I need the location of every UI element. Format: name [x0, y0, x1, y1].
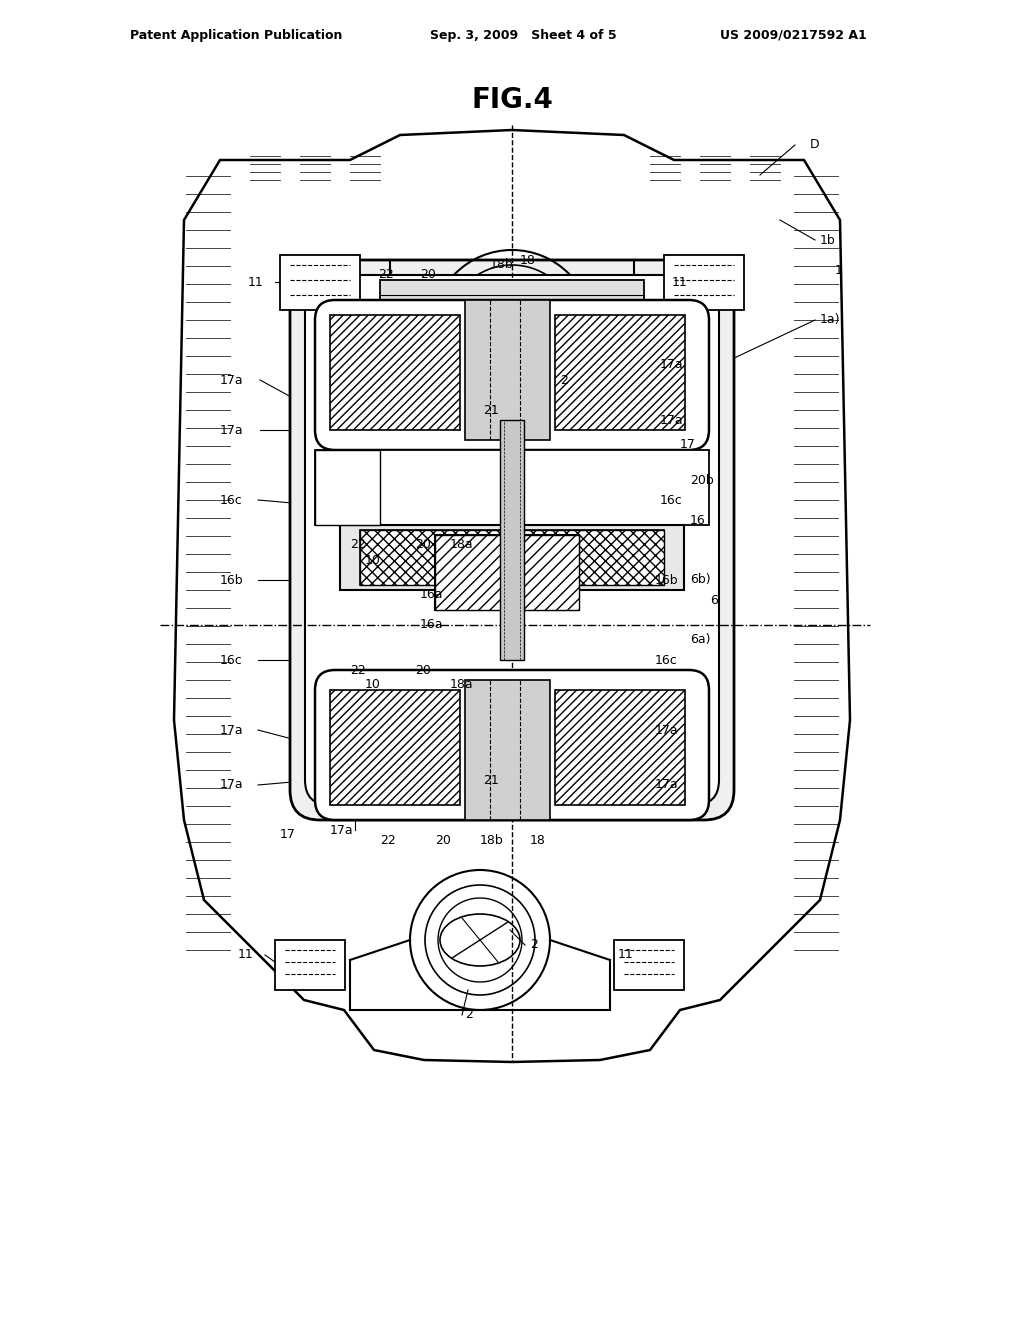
Text: 18: 18 — [530, 833, 546, 846]
Text: 21: 21 — [483, 774, 499, 787]
Text: 10: 10 — [365, 553, 381, 566]
FancyBboxPatch shape — [315, 300, 709, 450]
Bar — [280, 255, 360, 310]
Text: 16c: 16c — [220, 494, 243, 507]
Text: 17a: 17a — [220, 374, 244, 387]
Text: 1b: 1b — [820, 234, 836, 247]
Bar — [555, 690, 685, 805]
Text: 11: 11 — [248, 276, 264, 289]
Text: 17: 17 — [280, 829, 296, 842]
Text: 17a: 17a — [655, 723, 679, 737]
Bar — [435, 535, 579, 610]
Text: 16a: 16a — [420, 619, 443, 631]
Text: 18a: 18a — [450, 678, 474, 692]
Text: 17: 17 — [680, 438, 696, 451]
Text: 17a: 17a — [220, 723, 244, 737]
Text: US 2009/0217592 A1: US 2009/0217592 A1 — [720, 29, 866, 41]
Text: 22: 22 — [378, 268, 394, 281]
Bar — [435, 535, 579, 610]
Text: 16b: 16b — [220, 573, 244, 586]
Bar — [380, 280, 644, 310]
Text: 2: 2 — [530, 939, 538, 952]
Text: 1: 1 — [835, 264, 843, 276]
Text: 18: 18 — [520, 253, 536, 267]
Text: 21: 21 — [483, 404, 499, 417]
Bar — [330, 690, 460, 805]
Text: 20: 20 — [415, 539, 431, 552]
Text: 11: 11 — [672, 276, 688, 289]
Text: 20: 20 — [420, 268, 436, 281]
Text: 1a): 1a) — [820, 314, 841, 326]
Text: 16c: 16c — [220, 653, 243, 667]
FancyBboxPatch shape — [290, 260, 734, 820]
Text: 16b: 16b — [655, 573, 679, 586]
Text: 17a: 17a — [220, 424, 244, 437]
Text: 16c: 16c — [655, 653, 678, 667]
Bar — [360, 531, 664, 585]
Bar — [465, 680, 550, 820]
FancyBboxPatch shape — [315, 671, 709, 820]
Text: 17a: 17a — [655, 779, 679, 792]
Text: 11: 11 — [618, 949, 634, 961]
Text: D: D — [810, 139, 819, 152]
Text: FIG.4: FIG.4 — [471, 86, 553, 114]
Text: 2: 2 — [465, 1008, 473, 1022]
Text: 16a: 16a — [420, 589, 443, 602]
Bar — [275, 940, 345, 990]
Text: 6: 6 — [710, 594, 718, 606]
Text: 17a: 17a — [660, 359, 684, 371]
Text: 20: 20 — [415, 664, 431, 676]
Text: 22: 22 — [380, 833, 395, 846]
Text: 18a: 18a — [450, 539, 474, 552]
Bar — [315, 450, 709, 525]
Text: Patent Application Publication: Patent Application Publication — [130, 29, 342, 41]
Polygon shape — [315, 450, 380, 525]
Text: 22: 22 — [350, 539, 366, 552]
Bar — [330, 315, 460, 430]
Text: Sep. 3, 2009   Sheet 4 of 5: Sep. 3, 2009 Sheet 4 of 5 — [430, 29, 616, 41]
Bar — [360, 531, 664, 585]
Bar — [555, 315, 685, 430]
Text: 17a: 17a — [330, 824, 353, 837]
Bar — [614, 940, 684, 990]
Text: 16: 16 — [690, 513, 706, 527]
Text: 17a: 17a — [220, 779, 244, 792]
Text: 16c: 16c — [660, 494, 683, 507]
Text: 18b: 18b — [480, 833, 504, 846]
Bar — [465, 300, 550, 440]
FancyBboxPatch shape — [305, 275, 719, 805]
Text: 2: 2 — [560, 374, 568, 387]
Text: 20: 20 — [435, 833, 451, 846]
Text: 18b: 18b — [490, 259, 514, 272]
Text: 11: 11 — [238, 949, 254, 961]
Text: 6b): 6b) — [690, 573, 711, 586]
Bar — [664, 255, 744, 310]
Text: 17a: 17a — [660, 413, 684, 426]
Text: 20b: 20b — [690, 474, 714, 487]
Bar — [340, 525, 684, 590]
Bar — [500, 420, 524, 660]
Text: 10: 10 — [365, 678, 381, 692]
Text: 6a): 6a) — [690, 634, 711, 647]
Text: 22: 22 — [350, 664, 366, 676]
